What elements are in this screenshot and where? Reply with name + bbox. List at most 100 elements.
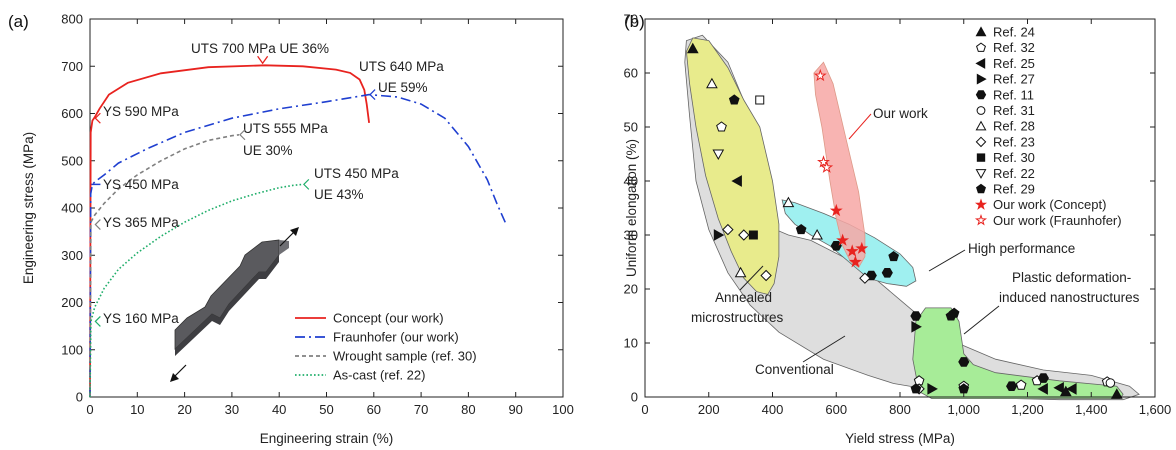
leader-plastic: [963, 305, 1000, 335]
y-tick-label: 60: [624, 66, 638, 81]
leader-high-performance: [928, 249, 966, 272]
legend-label-1: Fraunhofer (our work): [333, 330, 459, 345]
point-ref-29-cluster--1: [958, 383, 970, 394]
annotation-uts-640: UTS 640 MPa: [359, 59, 444, 74]
point-ref-28-1: [734, 266, 747, 278]
y-tick-label: 10: [624, 336, 638, 351]
x-tick-label: 0: [86, 402, 93, 417]
point-ref-11-6: [1037, 373, 1049, 383]
specimen-tab: [266, 240, 289, 272]
y-tick-label: 300: [61, 248, 83, 263]
x-tick-label: 90: [508, 402, 522, 417]
x-tick-label: 10: [130, 402, 144, 417]
panel-a-label: (a): [8, 12, 29, 31]
region-label-plastic-1: Plastic deformation-: [1012, 270, 1131, 285]
panel-b-chart: (b) 0 200 400 600 800 1,000 1,200 1,400 1,600 0 10 2…: [624, 12, 1172, 447]
point-ref-23-3: [859, 272, 871, 284]
legend-label-8: Ref. 30: [993, 150, 1035, 165]
legend-label-11: Our work (Concept): [993, 197, 1106, 212]
point-our-work-concept--1: [836, 233, 850, 246]
region-label-annealed-1: Annealed: [715, 290, 772, 305]
x-tick-label: 80: [461, 402, 475, 417]
pointer-ys-160: [94, 315, 101, 327]
y-tick-label: 20: [624, 282, 638, 297]
x-axis-label: Engineering strain (%): [260, 431, 394, 446]
x-tick-label: 800: [889, 402, 911, 417]
x-tick-label: 0: [641, 402, 648, 417]
y-tick-label: 100: [61, 342, 83, 357]
x-tick-label: 20: [177, 402, 191, 417]
point-ref-25-1: [1066, 383, 1077, 395]
legend-marker-7: [975, 136, 987, 148]
legend-label-9: Ref. 22: [993, 166, 1035, 181]
point-our-work-concept--2: [845, 244, 859, 257]
y-tick-label: 400: [61, 201, 83, 216]
point-ref-11-4: [958, 357, 970, 367]
point-ref-30-open--0: [755, 95, 765, 105]
x-tick-label: 40: [272, 402, 286, 417]
y-tick-label: 50: [624, 120, 638, 135]
y-tick-label: 500: [61, 153, 83, 168]
point-our-work-fraunhofer--2: [820, 160, 834, 173]
region-label-plastic-2: induced nanostructures: [999, 290, 1140, 305]
legend-label-0: Ref. 24: [993, 25, 1035, 40]
point-ref-23-2: [760, 269, 772, 282]
y-tick-label: 30: [624, 228, 638, 243]
point-ref-11-5: [1006, 381, 1018, 391]
plot-frame: [89, 18, 564, 398]
series-line-2: [89, 134, 240, 398]
point-ref-27-0: [713, 229, 725, 241]
legend-label-3: As-cast (ref. 22): [333, 368, 425, 383]
annotation-uts-450: UTS 450 MPa: [314, 166, 399, 181]
annotation-ue-43: UE 43%: [314, 187, 364, 202]
series-line-1: [89, 93, 507, 398]
legend-label-2: Wrought sample (ref. 30): [333, 349, 477, 364]
legend-label-5: Ref. 31: [993, 103, 1035, 118]
point-our-work-fraunhofer--0: [813, 68, 827, 82]
x-tick-label: 70: [414, 402, 428, 417]
x-tick-label: 400: [762, 402, 784, 417]
annotation-ue-59: UE 59%: [378, 80, 428, 95]
legend-marker-8: [976, 153, 986, 162]
region-label-annealed-2: microstructures: [691, 310, 784, 325]
pointer-ys-365: [94, 219, 101, 230]
point-ref-23-0: [722, 223, 734, 236]
legend-marker-3: [976, 73, 987, 85]
point-ref-24-2: [1110, 388, 1123, 399]
point-ref-32-0: [716, 121, 727, 132]
legend-label-6: Ref. 28: [993, 119, 1035, 134]
legend-label-4: Ref. 11: [993, 87, 1034, 102]
pointer-uts-700: [257, 55, 269, 65]
legend-marker-0: [975, 26, 987, 37]
y-axis-label: Uniform elongation (%): [624, 139, 639, 277]
point-ref-28-0: [706, 77, 718, 89]
point-ref-29-1: [795, 223, 807, 235]
y-tick-label: 0: [76, 390, 83, 405]
x-tick-label: 1,000: [947, 402, 980, 417]
series-line-3: [89, 183, 303, 398]
legend-marker-9: [975, 169, 987, 179]
point-ref-25-0: [731, 175, 742, 187]
annotation-ys-590: YS 590 MPa: [103, 104, 179, 119]
point-ref-23-1: [738, 229, 750, 241]
legend-marker-2: [975, 57, 986, 69]
point-ref-29-cluster--0: [910, 383, 922, 394]
region-our-work: [813, 61, 866, 268]
point-ref-24-0: [686, 42, 699, 54]
point-ref-28-2: [782, 196, 795, 208]
legend-marker-10: [976, 183, 986, 194]
panel-b-label: (b): [624, 12, 645, 31]
legend-marker-6: [975, 120, 987, 131]
pull-arrow-head-top: [290, 227, 299, 236]
annotation-ys-450: YS 450 MPa: [103, 177, 179, 192]
pointer-uts-450: [303, 178, 310, 190]
legend-label-10: Ref. 29: [993, 182, 1035, 197]
pointer-uts-640: [369, 89, 376, 101]
leader-our-work: [848, 113, 872, 140]
y-tick-label: 40: [624, 174, 638, 189]
annotation-ue-30: UE 30%: [243, 143, 293, 158]
region-plastic-deformation: [912, 307, 1124, 399]
y-tick-label: 0: [631, 390, 638, 405]
point-ref-25-2: [1037, 383, 1048, 395]
legend-marker-11: [974, 198, 988, 210]
